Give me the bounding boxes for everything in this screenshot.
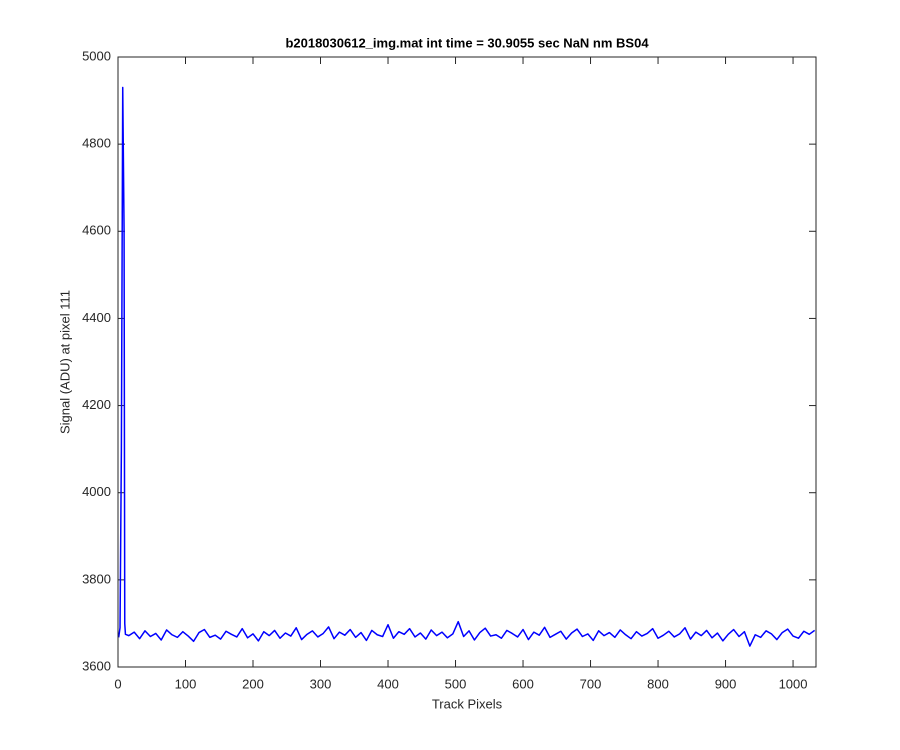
chart-title: b2018030612_img.mat int time = 30.9055 s…: [285, 35, 649, 50]
x-tick-label: 700: [580, 676, 602, 691]
x-tick-label: 800: [647, 676, 669, 691]
y-tick-label: 4400: [82, 310, 111, 325]
y-tick-label: 3800: [82, 571, 111, 586]
plot-box: [117, 56, 817, 668]
y-tick-label: 3600: [82, 658, 111, 673]
y-axis-label: Signal (ADU) at pixel 111: [57, 290, 72, 434]
y-tick-label: 5000: [82, 48, 111, 63]
x-tick-label: 1000: [779, 676, 808, 691]
x-tick-label: 100: [175, 676, 197, 691]
data-line: [117, 86, 816, 647]
x-tick-label: 500: [445, 676, 467, 691]
x-tick-label: 400: [377, 676, 399, 691]
y-tick-label: 4200: [82, 397, 111, 412]
y-tick-label: 4800: [82, 136, 111, 151]
x-tick-label: 900: [715, 676, 737, 691]
y-tick-label: 4600: [82, 223, 111, 238]
y-tick-label: 4000: [82, 484, 111, 499]
x-tick-label: 300: [310, 676, 332, 691]
x-tick-label: 200: [242, 676, 264, 691]
x-axis-label: Track Pixels: [432, 696, 503, 711]
x-tick-label: 600: [512, 676, 534, 691]
x-tick-label: 0: [114, 676, 121, 691]
